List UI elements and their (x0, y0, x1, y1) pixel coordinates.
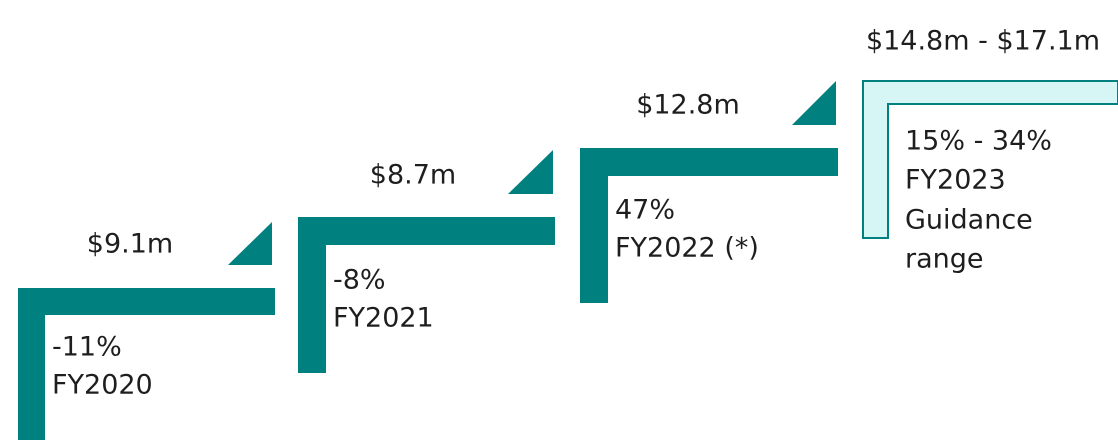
step-value: $14.8m - $17.1m (866, 26, 1100, 57)
step-bar (298, 217, 555, 373)
step-value: $9.1m (87, 229, 173, 260)
step-bar (18, 288, 275, 440)
step-value: $8.7m (370, 160, 456, 191)
step-label: FY2022 (*) (615, 233, 759, 264)
step-triangle (792, 81, 836, 125)
step-change: 15% - 34% (905, 126, 1052, 157)
step-triangle (508, 150, 553, 194)
step-value: $12.8m (636, 90, 740, 121)
step-triangle (228, 222, 272, 265)
step-label: FY2023 (905, 165, 1006, 196)
step-label: Guidance (905, 205, 1033, 236)
guidance-inner-edge (887, 103, 1118, 238)
step-change: -11% (52, 332, 122, 363)
step-label: range (905, 244, 984, 275)
step-bar (580, 148, 838, 303)
step-label: FY2020 (52, 370, 153, 401)
step-label: FY2021 (333, 303, 434, 334)
step-change: 47% (615, 195, 675, 226)
step-change: -8% (333, 265, 386, 296)
